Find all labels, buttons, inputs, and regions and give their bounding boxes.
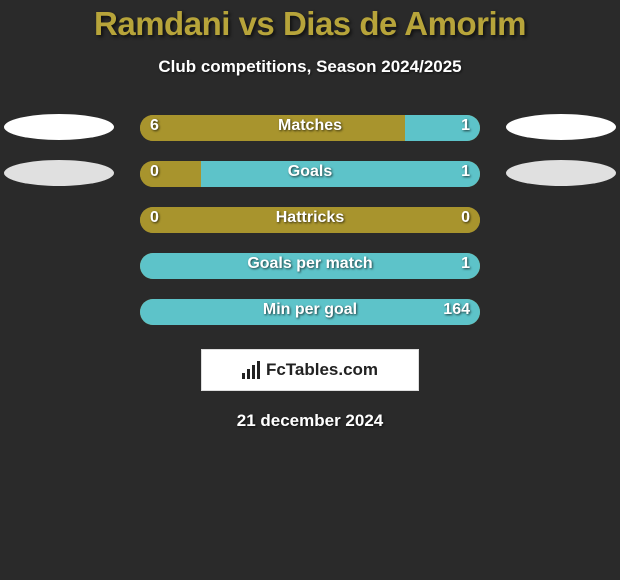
badge-text: FcTables.com [266, 360, 378, 380]
player-marker-left [4, 114, 114, 140]
stat-row: 00Hattricks [0, 205, 620, 251]
stat-label: Matches [140, 117, 480, 135]
stat-row: 01Goals [0, 159, 620, 205]
page-subtitle: Club competitions, Season 2024/2025 [0, 57, 620, 77]
source-badge: FcTables.com [201, 349, 419, 391]
stat-label: Min per goal [140, 301, 480, 319]
player-marker-right [506, 160, 616, 186]
stat-row: 1Goals per match [0, 251, 620, 297]
page-date: 21 december 2024 [0, 411, 620, 431]
stat-label: Goals [140, 163, 480, 181]
stat-row: 164Min per goal [0, 297, 620, 343]
bars-icon [242, 361, 260, 379]
page-title: Ramdani vs Dias de Amorim [0, 5, 620, 43]
stat-label: Hattricks [140, 209, 480, 227]
stats-rows: 61Matches01Goals00Hattricks1Goals per ma… [0, 113, 620, 343]
comparison-panel: Ramdani vs Dias de Amorim Club competiti… [0, 0, 620, 431]
player-marker-left [4, 160, 114, 186]
stat-row: 61Matches [0, 113, 620, 159]
player-marker-right [506, 114, 616, 140]
stat-label: Goals per match [140, 255, 480, 273]
